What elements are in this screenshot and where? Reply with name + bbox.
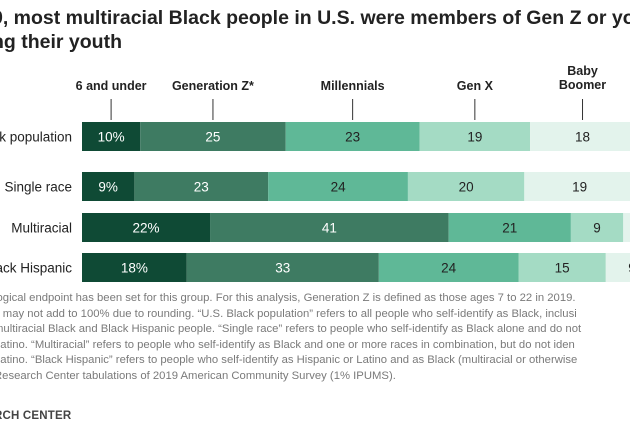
note-line-4: Latino. “Multiracial” refers to people w… — [0, 338, 575, 351]
category-label: Multiracial — [11, 221, 72, 236]
bar-segment — [530, 122, 630, 151]
bar-value-label: 22% — [133, 221, 160, 236]
bar-segment — [605, 253, 630, 282]
bar-segment — [407, 172, 525, 201]
legend-label: 6 and under — [76, 79, 147, 93]
category-label: ack Hispanic — [0, 261, 72, 276]
legend-label: Millennials — [321, 79, 385, 93]
bar-segment — [210, 213, 449, 242]
bar-value-label: 33 — [275, 261, 290, 276]
bar-segment — [82, 172, 135, 201]
chart-notes: logical endpoint has been set for this g… — [0, 291, 630, 384]
bar-segment — [623, 213, 630, 242]
bar-segment — [82, 122, 141, 151]
note-line-5: Latino. “Black Hispanic” refers to peopl… — [0, 354, 578, 366]
category-label: k population — [0, 130, 72, 145]
bar-value-label: 20 — [459, 180, 474, 195]
bar-segment — [186, 253, 379, 282]
legend-label: Gen X — [457, 79, 494, 93]
bar-segment — [518, 253, 606, 282]
category-label: Single race — [4, 180, 72, 195]
chart-title-line-2: ng their youth — [0, 31, 122, 53]
bar-segment — [419, 122, 531, 151]
note-line-6: Research Center tabulations of 2019 Amer… — [0, 369, 396, 382]
source-label: RCH CENTER — [0, 410, 72, 422]
note-line-1: logical endpoint has been set for this g… — [0, 292, 576, 304]
bar-segment — [140, 122, 286, 151]
bar-value-label: 41 — [322, 221, 337, 236]
bar-segment — [82, 213, 211, 242]
bar-value-label: 10% — [98, 130, 125, 145]
bar-value-label: 19 — [467, 130, 482, 145]
bar-value-label: 15 — [555, 261, 570, 276]
bar-value-label: 21 — [502, 221, 517, 236]
bar-value-label: 19 — [572, 180, 587, 195]
bar-value-label: 23 — [194, 180, 209, 195]
bar-value-label: 18% — [121, 261, 148, 276]
bar-value-label: 9 — [593, 221, 601, 236]
legend-label: Generation Z* — [172, 79, 254, 93]
bar-segment — [570, 213, 624, 242]
bar-value-label: 18 — [575, 130, 590, 145]
bar-value-label: 9 — [628, 261, 630, 276]
bar-segment — [285, 122, 420, 151]
bar-value-label: 24 — [331, 180, 347, 195]
bar-segment — [134, 172, 269, 201]
bar-segment — [378, 253, 519, 282]
chart-title-line-1: 9, most multiracial Black people in U.S.… — [0, 7, 630, 29]
bar-value-label: 24 — [441, 261, 457, 276]
legend-label: Baby — [567, 64, 598, 78]
bar-segment — [524, 172, 630, 201]
note-line-3: multiracial Black and Black Hispanic peo… — [0, 323, 582, 335]
bar-segment — [448, 213, 571, 242]
stacked-bar-chart: k population 10% 25 23 19 18 Single race 9% 23 24… — [0, 64, 630, 282]
chart-title: 9, most multiracial Black people in U.S.… — [0, 6, 630, 54]
legend-label: Boomer — [559, 78, 606, 92]
note-line-2: s may not add to 100% due to rounding. “… — [0, 307, 577, 320]
bar-value-label: 9% — [98, 180, 118, 195]
bar-segment — [268, 172, 408, 201]
bar-value-label: 23 — [345, 130, 360, 145]
bar-segment — [82, 253, 187, 282]
bar-value-label: 25 — [205, 130, 220, 145]
